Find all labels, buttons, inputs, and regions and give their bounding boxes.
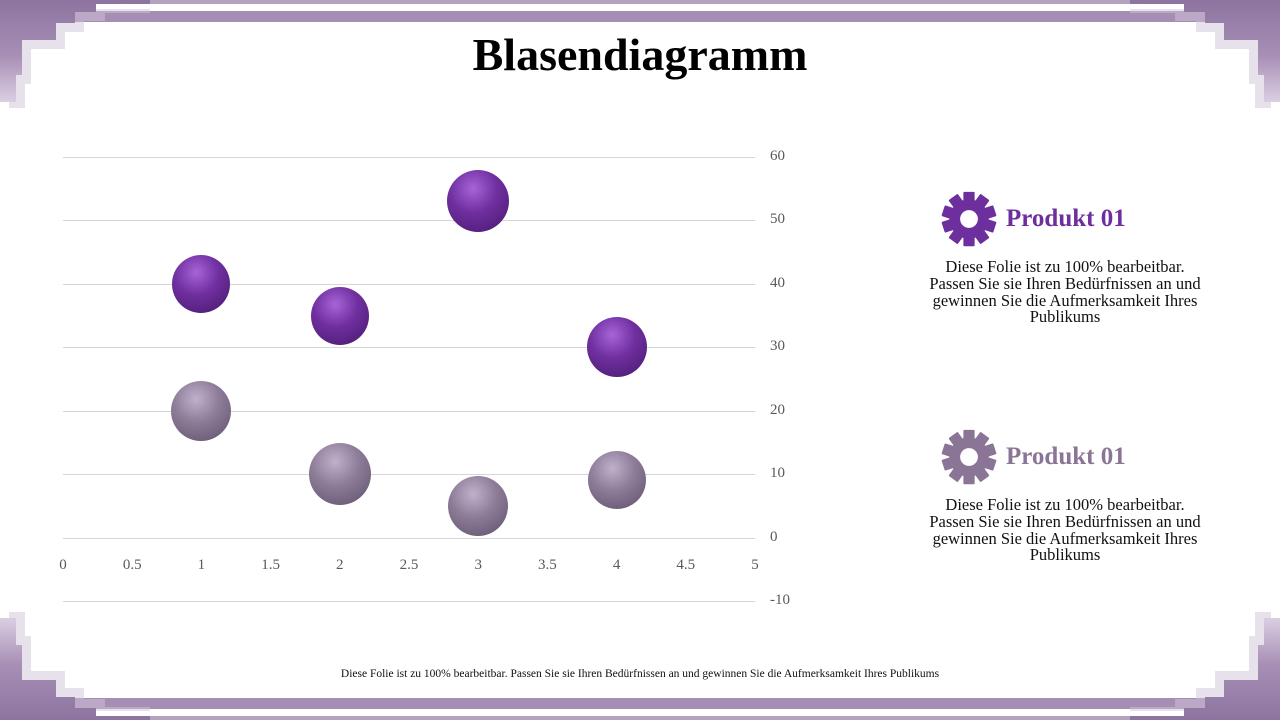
product-description: Diese Folie ist zu 100% bearbeitbar. Pass…: [899, 495, 1231, 565]
y-axis-label: -10: [770, 592, 790, 608]
x-axis-label: 1: [197, 557, 206, 573]
chart-bubble: [171, 380, 232, 441]
product-description-line: Passen Sie sie Ihren Bedürfnissen an und: [929, 273, 1201, 293]
y-axis-label: 20: [770, 401, 785, 418]
chart-gridline: [63, 474, 755, 476]
product-description-line: gewinnen Sie die Aufmerksamkeit Ihres: [932, 528, 1198, 548]
y-axis-label: 0: [770, 528, 778, 545]
product-description: Diese Folie ist zu 100% bearbeitbar. Pass…: [899, 257, 1231, 327]
product-description-line: Passen Sie sie Ihren Bedürfnissen an und: [929, 511, 1201, 531]
chart-gridline: [63, 601, 755, 602]
x-axis-label: 2.5: [399, 557, 419, 573]
x-axis-label: 3: [474, 557, 482, 573]
chart-bubble: [448, 475, 509, 536]
product-description-line: gewinnen Sie die Aufmerksamkeit Ihres: [932, 290, 1198, 310]
chart-gridline: [63, 347, 755, 349]
product-block: Produkt 01 Diese Folie ist zu 100% bearb…: [899, 427, 1231, 564]
x-axis-label: 2: [336, 557, 344, 573]
chart-bubble: [587, 451, 646, 510]
x-axis-label: 0.5: [122, 557, 142, 573]
product-description-line: Diese Folie ist zu 100% bearbeitbar.: [945, 257, 1185, 276]
chart-gridline: [63, 410, 755, 412]
gear-icon: [941, 191, 997, 247]
chart-bubble: [586, 317, 647, 378]
x-axis-label: 0: [59, 557, 67, 573]
y-axis-label: 40: [770, 274, 785, 291]
chart-gridline: [63, 537, 755, 539]
chart-gridline: [63, 157, 755, 158]
y-axis-label: 10: [770, 465, 785, 482]
product-header: Produkt 01: [939, 189, 1231, 251]
y-axis-label: 60: [770, 148, 785, 164]
x-axis-label: 3.5: [538, 557, 557, 573]
product-header: Produkt 01: [939, 427, 1231, 489]
chart-gridline: [63, 220, 755, 222]
y-axis-label: 30: [770, 338, 785, 355]
chart-bubble: [308, 443, 371, 506]
product-title: Produkt 01: [1006, 205, 1126, 232]
page-title: Blasendiagramm: [472, 29, 808, 80]
chart-bubble: [310, 286, 369, 345]
x-axis-label: 5: [751, 557, 759, 573]
gear-icon: [941, 429, 997, 485]
product-title: Produkt 01: [1006, 443, 1126, 470]
product-description-line: Publikums: [1029, 545, 1101, 565]
slide-footer: Diese Folie ist zu 100% bearbeitbar. Pas…: [340, 668, 940, 680]
x-axis-label: 1.5: [261, 557, 280, 573]
x-axis-label: 4: [612, 557, 621, 573]
x-axis-label: 4.5: [676, 557, 696, 573]
product-block: Produkt 01 Diese Folie ist zu 100% bearb…: [899, 189, 1231, 326]
chart-bubble: [447, 170, 510, 233]
product-description-line: Publikums: [1029, 307, 1101, 327]
chart-gridline: [63, 283, 755, 285]
product-description-line: Diese Folie ist zu 100% bearbeitbar.: [945, 495, 1185, 514]
chart-bubble: [172, 254, 231, 313]
y-axis-label: 50: [770, 211, 785, 228]
